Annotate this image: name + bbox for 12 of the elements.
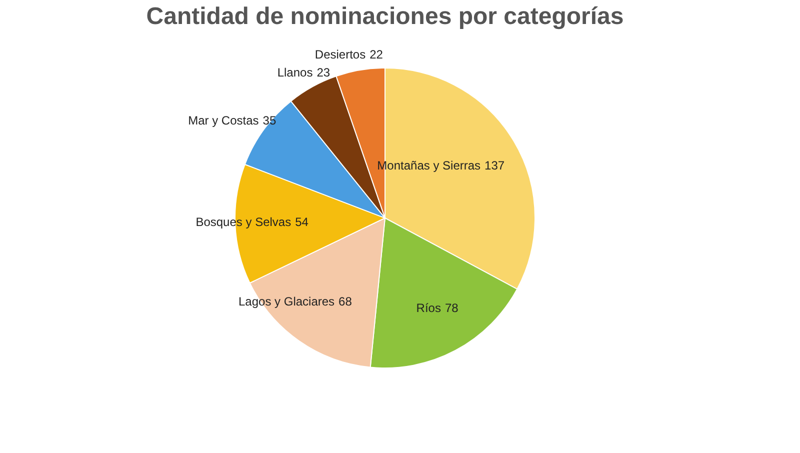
data-label: 22 [370,47,384,62]
data-label: 78 [444,301,459,316]
data-label: 68 [338,294,352,309]
slice-label: Llanos [277,66,313,80]
data-label: 54 [295,215,309,230]
data-label: 137 [484,158,505,173]
slice-label: Mar y Costas [188,113,259,128]
slice-label: Lagos y Glaciares [238,294,335,309]
slice-label: Desiertos [314,47,366,62]
chart-title: Cantidad de nominaciones por categorías [146,3,624,30]
slice-label: Ríos [416,301,441,316]
data-label: 23 [316,66,330,80]
